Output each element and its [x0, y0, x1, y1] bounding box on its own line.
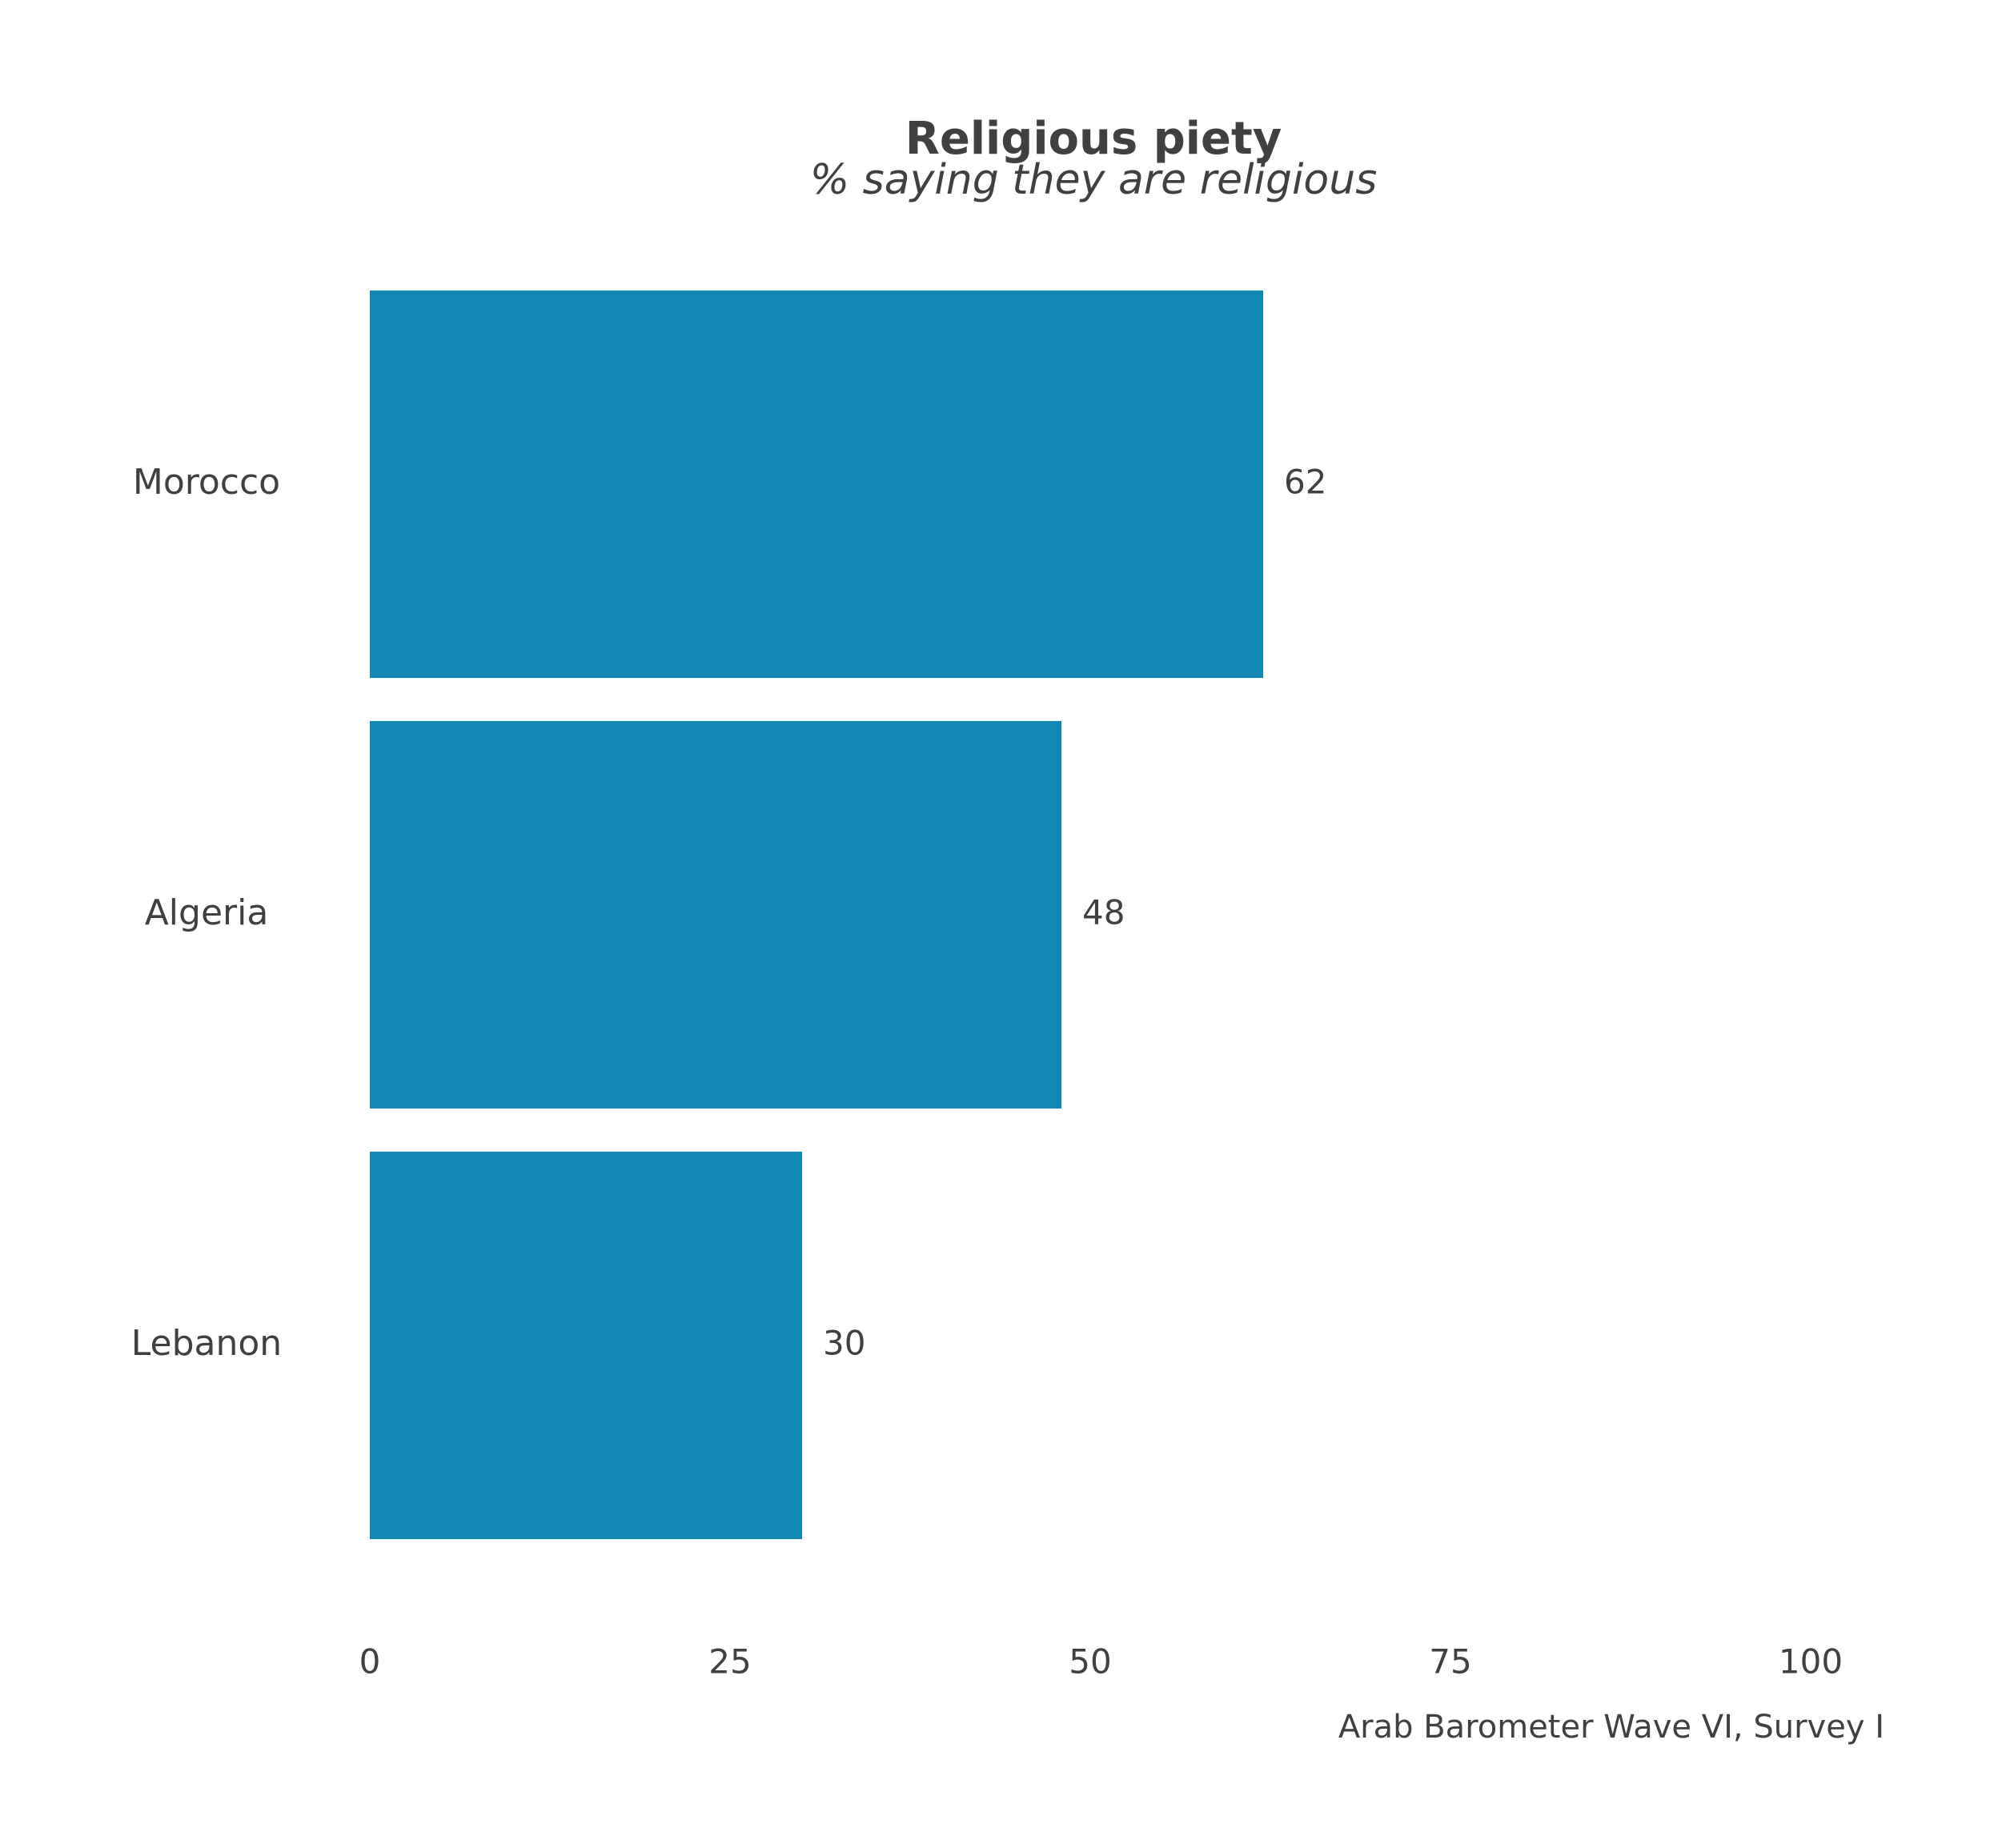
bar-algeria: [370, 720, 1061, 1109]
value-label-morocco: 62: [1284, 463, 1326, 502]
x-tick-label-75: 75: [1429, 1642, 1471, 1682]
value-label-algeria: 48: [1082, 893, 1125, 932]
chart-title: Religious piety: [905, 113, 1282, 165]
category-label-lebanon: Lebanon: [131, 1323, 282, 1364]
bars-layer: [370, 290, 1263, 1540]
x-tick-label-0: 0: [359, 1642, 381, 1682]
category-label-algeria: Algeria: [145, 892, 269, 933]
x-tick-label-100: 100: [1779, 1642, 1843, 1682]
chart-subtitle: % saying they are religious: [810, 156, 1378, 204]
category-label-morocco: Morocco: [133, 462, 280, 503]
x-axis-ticks: 0 25 50 75 100: [359, 1642, 1843, 1682]
x-tick-label-25: 25: [708, 1642, 751, 1682]
category-labels-layer: Morocco Algeria Lebanon: [131, 462, 282, 1364]
bar-morocco: [370, 290, 1263, 679]
value-labels-layer: 62 48 30: [823, 463, 1326, 1363]
x-tick-label-50: 50: [1069, 1642, 1111, 1682]
value-label-lebanon: 30: [823, 1324, 865, 1363]
chart-caption: Arab Barometer Wave VI, Survey I: [1338, 1709, 1884, 1746]
bar-lebanon: [370, 1151, 802, 1540]
